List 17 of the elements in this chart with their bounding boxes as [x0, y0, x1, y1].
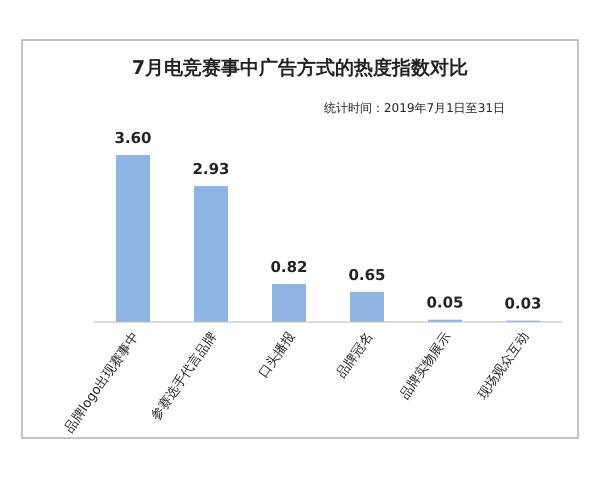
x-tick-label: 现场观众互动 [475, 330, 532, 402]
bar [350, 292, 384, 322]
chart-subtitle: 统计时间：2019年7月1日至31日 [324, 101, 505, 115]
data-label: 0.05 [426, 294, 464, 312]
bar [272, 284, 306, 322]
data-label: 3.60 [114, 129, 152, 147]
x-tick-label: 品牌冠名 [334, 330, 376, 381]
x-tick-label: 参赛选手代言品牌 [148, 329, 220, 424]
x-tick-label: 口头播报 [256, 330, 298, 381]
chart-title: 7月电竞赛事中广告方式的热度指数对比 [132, 57, 468, 79]
bar [116, 155, 150, 322]
bar [194, 186, 228, 322]
data-label: 2.93 [192, 160, 230, 178]
data-label: 0.65 [348, 266, 386, 284]
x-tick-label: 品牌实物展示 [397, 330, 454, 402]
data-label: 0.82 [270, 258, 308, 276]
data-label: 0.03 [504, 294, 542, 313]
